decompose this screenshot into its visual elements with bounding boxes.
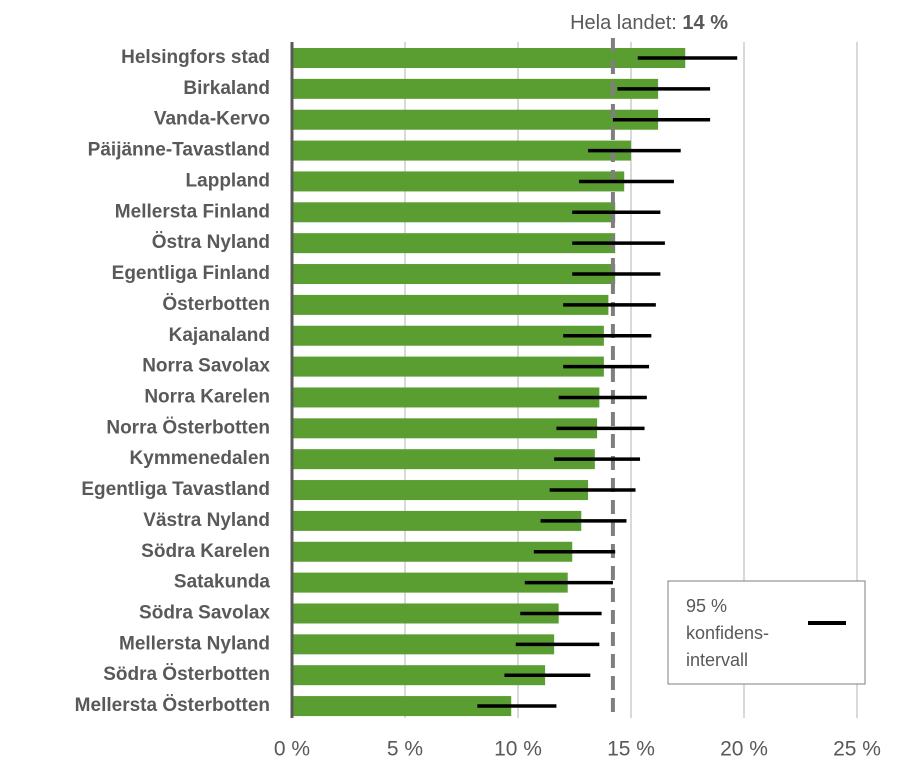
y-tick-label: Mellersta Finland	[115, 201, 270, 222]
y-tick-label: Södra Österbotten	[103, 664, 270, 685]
y-tick-label: Kymmenedalen	[130, 448, 270, 469]
y-tick-label: Kajanaland	[169, 325, 270, 346]
y-tick-label: Mellersta Österbotten	[75, 695, 270, 716]
legend-text: 95 %	[686, 596, 727, 616]
y-tick-label: Västra Nyland	[143, 510, 270, 531]
bar	[292, 171, 625, 192]
bar	[292, 264, 616, 285]
y-tick-label: Päijänne-Tavastland	[88, 140, 270, 161]
y-tick-label: Södra Savolax	[139, 602, 270, 623]
y-tick-label: Vanda-Kervo	[154, 109, 270, 130]
bar	[292, 202, 616, 223]
y-tick-label: Egentliga Tavastland	[81, 479, 270, 500]
y-tick-label: Östra Nyland	[152, 232, 270, 253]
reference-value: 14 %	[682, 12, 728, 34]
bar	[292, 480, 589, 501]
y-tick-label: Norra Karelen	[144, 386, 270, 407]
y-tick-label: Helsingfors stad	[121, 47, 270, 68]
bar	[292, 634, 555, 655]
bar	[292, 510, 582, 531]
x-tick-label: 10 %	[494, 738, 542, 761]
reference-text: Hela landet:	[570, 12, 677, 34]
y-tick-label: Egentliga Finland	[112, 263, 270, 284]
x-tick-label: 20 %	[720, 738, 768, 761]
bar	[292, 418, 598, 439]
bar	[292, 140, 631, 161]
legend-text: konfidens-	[686, 623, 769, 643]
bar	[292, 665, 546, 686]
bar	[292, 541, 573, 562]
y-tick-label: Södra Karelen	[141, 541, 270, 562]
legend-text: intervall	[686, 650, 748, 670]
y-tick-label: Österbotten	[162, 294, 270, 315]
y-tick-label: Norra Österbotten	[106, 417, 270, 438]
bar	[292, 696, 512, 717]
bar	[292, 387, 600, 408]
bar	[292, 233, 616, 254]
bar	[292, 325, 604, 346]
bar	[292, 78, 659, 99]
bar	[292, 356, 604, 377]
x-tick-label: 25 %	[833, 738, 881, 761]
bar	[292, 572, 568, 593]
y-tick-label: Norra Savolax	[142, 356, 270, 377]
x-tick-label: 15 %	[607, 738, 655, 761]
x-tick-label: 0 %	[274, 738, 310, 761]
y-tick-label: Lappland	[186, 170, 270, 191]
bar	[292, 294, 609, 315]
bar	[292, 48, 686, 68]
y-tick-label: Mellersta Nyland	[119, 633, 270, 654]
bar	[292, 603, 559, 624]
legend-box	[667, 580, 866, 685]
y-tick-label: Birkaland	[183, 78, 270, 99]
reference-label: Hela landet: 14 %	[570, 12, 728, 34]
bar	[292, 449, 595, 470]
bar	[292, 109, 659, 130]
y-tick-label: Satakunda	[174, 572, 271, 593]
x-tick-label: 5 %	[387, 738, 423, 761]
